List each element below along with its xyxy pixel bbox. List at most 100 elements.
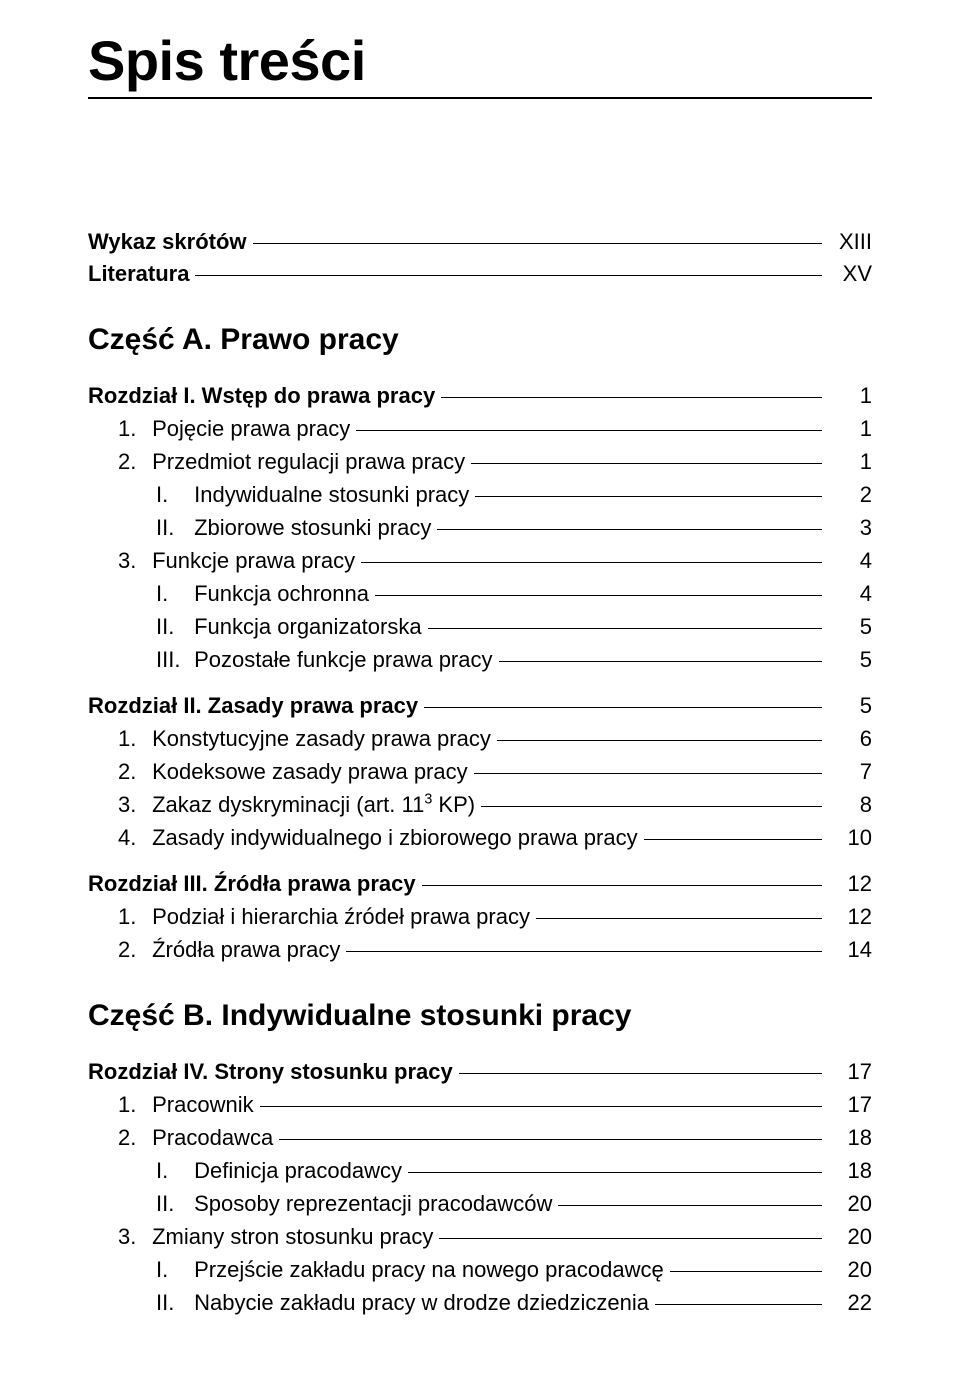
- leader-rule: [471, 463, 822, 464]
- leader-rule: [422, 885, 822, 886]
- toc-item-row: I. Definicja pracodawcy 18: [88, 1158, 872, 1184]
- page-title: Spis treści: [88, 28, 872, 93]
- front-matter-page: XIII: [828, 229, 872, 255]
- part-heading: Część A. Prawo pracy: [88, 323, 872, 357]
- front-matter: Wykaz skrótówXIII Literatura XV: [88, 229, 872, 287]
- chapter-label: Rozdział I. Wstęp do prawa pracy: [88, 383, 435, 409]
- leader-rule: [437, 529, 822, 530]
- leader-rule: [439, 1238, 822, 1239]
- toc-item-label: II. Zbiorowe stosunki pracy: [156, 515, 431, 541]
- toc-item-row: 1. Pojęcie prawa pracy 1: [88, 416, 872, 442]
- toc-item-page: 8: [828, 792, 872, 818]
- title-rule: [88, 97, 872, 99]
- toc-item-label: 2. Pracodawca: [118, 1125, 273, 1151]
- toc-item-row: II. Zbiorowe stosunki pracy 3: [88, 515, 872, 541]
- toc-body: Część A. Prawo pracy Rozdział I. Wstęp do…: [88, 323, 872, 1316]
- toc-item-row: 2. Źródła prawa pracy14: [88, 937, 872, 963]
- leader-rule: [375, 595, 822, 596]
- front-matter-row: Literatura XV: [88, 261, 872, 287]
- toc-item-label: II. Nabycie zakładu pracy w drodze dzied…: [156, 1290, 649, 1316]
- toc-item-row: I. Funkcja ochronna 4: [88, 581, 872, 607]
- toc-item-page: 14: [828, 937, 872, 963]
- toc-item-label: II. Funkcja organizatorska: [156, 614, 422, 640]
- toc-item-page: 2: [828, 482, 872, 508]
- toc-item-row: I. Indywidualne stosunki pracy 2: [88, 482, 872, 508]
- chapter-page: 12: [828, 871, 872, 897]
- leader-rule: [497, 740, 822, 741]
- toc-item-row: III. Pozostałe funkcje prawa pracy5: [88, 647, 872, 673]
- toc-item-label: I. Definicja pracodawcy: [156, 1158, 402, 1184]
- toc-item-page: 7: [828, 759, 872, 785]
- leader-rule: [670, 1271, 822, 1272]
- toc-item-page: 4: [828, 548, 872, 574]
- leader-rule: [481, 806, 822, 807]
- leader-rule: [655, 1304, 822, 1305]
- front-matter-label: Literatura: [88, 261, 189, 287]
- toc-item-label: 3. Zmiany stron stosunku pracy: [118, 1224, 433, 1250]
- leader-rule: [475, 496, 822, 497]
- leader-rule: [279, 1139, 822, 1140]
- toc-item-page: 20: [828, 1191, 872, 1217]
- toc-item-label: 1. Pracownik: [118, 1092, 254, 1118]
- toc-item-row: II. Funkcja organizatorska 5: [88, 614, 872, 640]
- toc-item-row: 3. Zmiany stron stosunku pracy 20: [88, 1224, 872, 1250]
- chapter-row: Rozdział IV. Strony stosunku pracy 17: [88, 1059, 872, 1085]
- toc-item-page: 5: [828, 647, 872, 673]
- toc-item-page: 3: [828, 515, 872, 541]
- leader-rule: [260, 1106, 822, 1107]
- toc-item-row: 4. Zasady indywidualnego i zbiorowego pr…: [88, 825, 872, 851]
- leader-rule: [408, 1172, 822, 1173]
- toc-item-label: I. Przejście zakładu pracy na nowego pra…: [156, 1257, 664, 1283]
- leader-rule: [558, 1205, 822, 1206]
- chapter-row: Rozdział II. Zasady prawa pracy 5: [88, 693, 872, 719]
- toc-item-row: 2. Kodeksowe zasady prawa pracy 7: [88, 759, 872, 785]
- leader-rule: [424, 707, 822, 708]
- front-matter-row: Wykaz skrótówXIII: [88, 229, 872, 255]
- leader-rule: [499, 661, 823, 662]
- toc-item-label: 1. Konstytucyjne zasady prawa pracy: [118, 726, 491, 752]
- toc-item-row: 1. Podział i hierarchia źródeł prawa pra…: [88, 904, 872, 930]
- toc-item-label: 3. Zakaz dyskryminacji (art. 113 KP): [118, 792, 475, 818]
- toc-item-page: 22: [828, 1290, 872, 1316]
- chapter-label: Rozdział II. Zasady prawa pracy: [88, 693, 418, 719]
- toc-item-label: 4. Zasady indywidualnego i zbiorowego pr…: [118, 825, 638, 851]
- leader-rule: [361, 562, 822, 563]
- toc-item-page: 1: [828, 416, 872, 442]
- toc-item-page: 6: [828, 726, 872, 752]
- toc-item-page: 18: [828, 1125, 872, 1151]
- front-matter-page: XV: [828, 261, 872, 287]
- leader-rule: [644, 839, 822, 840]
- toc-item-label: I. Funkcja ochronna: [156, 581, 369, 607]
- toc-item-label: 1. Pojęcie prawa pracy: [118, 416, 350, 442]
- toc-item-label: 2. Kodeksowe zasady prawa pracy: [118, 759, 468, 785]
- toc-item-page: 1: [828, 449, 872, 475]
- chapter-row: Rozdział III. Źródła prawa pracy 12: [88, 871, 872, 897]
- chapter-label: Rozdział IV. Strony stosunku pracy: [88, 1059, 453, 1085]
- leader-rule: [536, 918, 822, 919]
- leader-rule: [195, 275, 822, 276]
- leader-rule: [441, 397, 822, 398]
- toc-item-label: 3. Funkcje prawa pracy: [118, 548, 355, 574]
- leader-rule: [428, 628, 822, 629]
- toc-item-row: 3. Funkcje prawa pracy 4: [88, 548, 872, 574]
- toc-item-row: 1. Pracownik 17: [88, 1092, 872, 1118]
- chapter-page: 17: [828, 1059, 872, 1085]
- leader-rule: [356, 430, 822, 431]
- toc-item-page: 20: [828, 1224, 872, 1250]
- toc-item-page: 18: [828, 1158, 872, 1184]
- leader-rule: [253, 243, 822, 244]
- toc-item-page: 17: [828, 1092, 872, 1118]
- toc-item-label: II. Sposoby reprezentacji pracodawców: [156, 1191, 552, 1217]
- toc-item-row: 2. Przedmiot regulacji prawa pracy1: [88, 449, 872, 475]
- chapter-page: 5: [828, 693, 872, 719]
- toc-item-row: 2. Pracodawca 18: [88, 1125, 872, 1151]
- leader-rule: [346, 951, 822, 952]
- toc-item-page: 4: [828, 581, 872, 607]
- toc-item-page: 20: [828, 1257, 872, 1283]
- leader-rule: [474, 773, 822, 774]
- toc-item-page: 5: [828, 614, 872, 640]
- toc-item-row: II. Nabycie zakładu pracy w drodze dzied…: [88, 1290, 872, 1316]
- leader-rule: [459, 1073, 822, 1074]
- toc-item-label: I. Indywidualne stosunki pracy: [156, 482, 469, 508]
- chapter-label: Rozdział III. Źródła prawa pracy: [88, 871, 416, 897]
